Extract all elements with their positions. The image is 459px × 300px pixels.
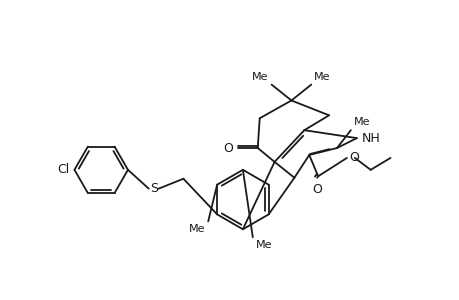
Text: Cl: Cl <box>57 163 69 176</box>
Text: S: S <box>149 182 157 195</box>
Text: Me: Me <box>313 72 330 82</box>
Text: Me: Me <box>255 240 272 250</box>
Text: Me: Me <box>353 117 369 127</box>
Text: NH: NH <box>361 132 380 145</box>
Text: Me: Me <box>188 224 205 234</box>
Text: O: O <box>223 142 232 154</box>
Text: Me: Me <box>252 72 268 82</box>
Text: O: O <box>348 152 358 164</box>
Text: O: O <box>312 183 321 196</box>
